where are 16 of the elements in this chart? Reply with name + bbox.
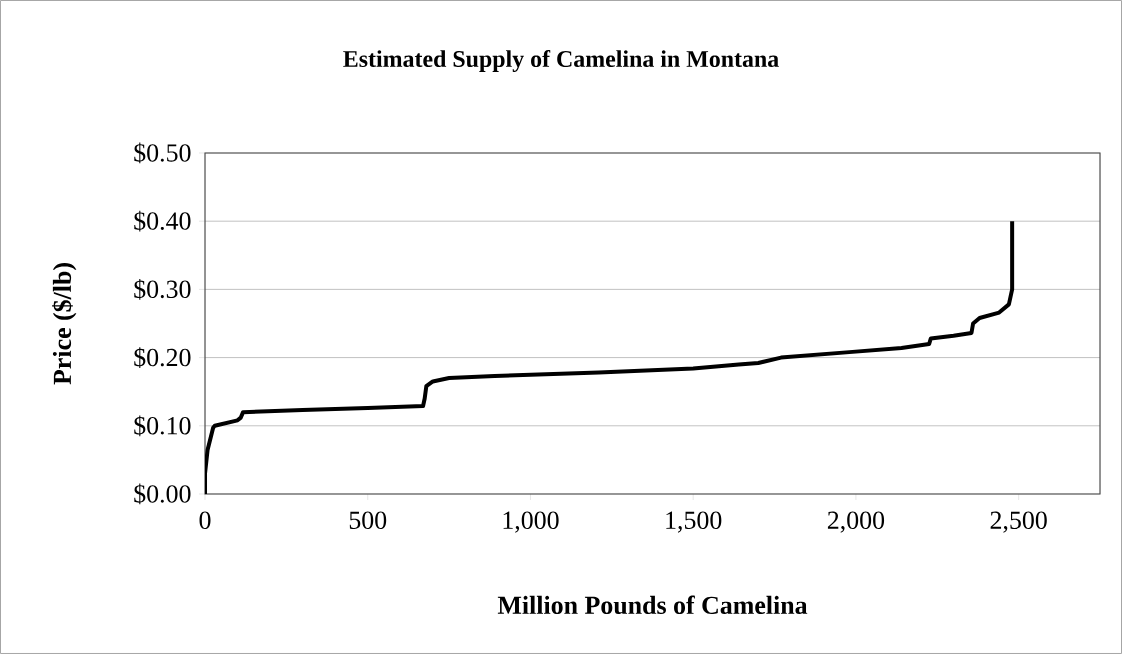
y-tick-label: $0.00 <box>134 483 191 505</box>
y-tick-label: $0.50 <box>134 142 191 164</box>
y-tick-label: $0.10 <box>134 415 191 437</box>
x-tick-label: 500 <box>349 511 387 529</box>
x-tick-label: 2,500 <box>990 511 1047 533</box>
x-axis-title: Million Pounds of Camelina <box>497 595 808 615</box>
x-tick-label: 1,500 <box>666 511 722 533</box>
y-tick-label: $0.30 <box>134 279 191 300</box>
line-series <box>205 219 1015 494</box>
chart-title: Estimated Supply of Camelina in Montana <box>343 50 779 72</box>
x-tick-label: 1,000 <box>503 511 559 533</box>
y-tick-label: $0.40 <box>134 210 191 232</box>
x-tick-label: 0 <box>199 511 211 529</box>
x-tick-label: 2,000 <box>827 511 885 533</box>
y-tick-label: $0.20 <box>134 347 191 368</box>
y-axis-title: Price ($/lb) <box>52 263 77 385</box>
